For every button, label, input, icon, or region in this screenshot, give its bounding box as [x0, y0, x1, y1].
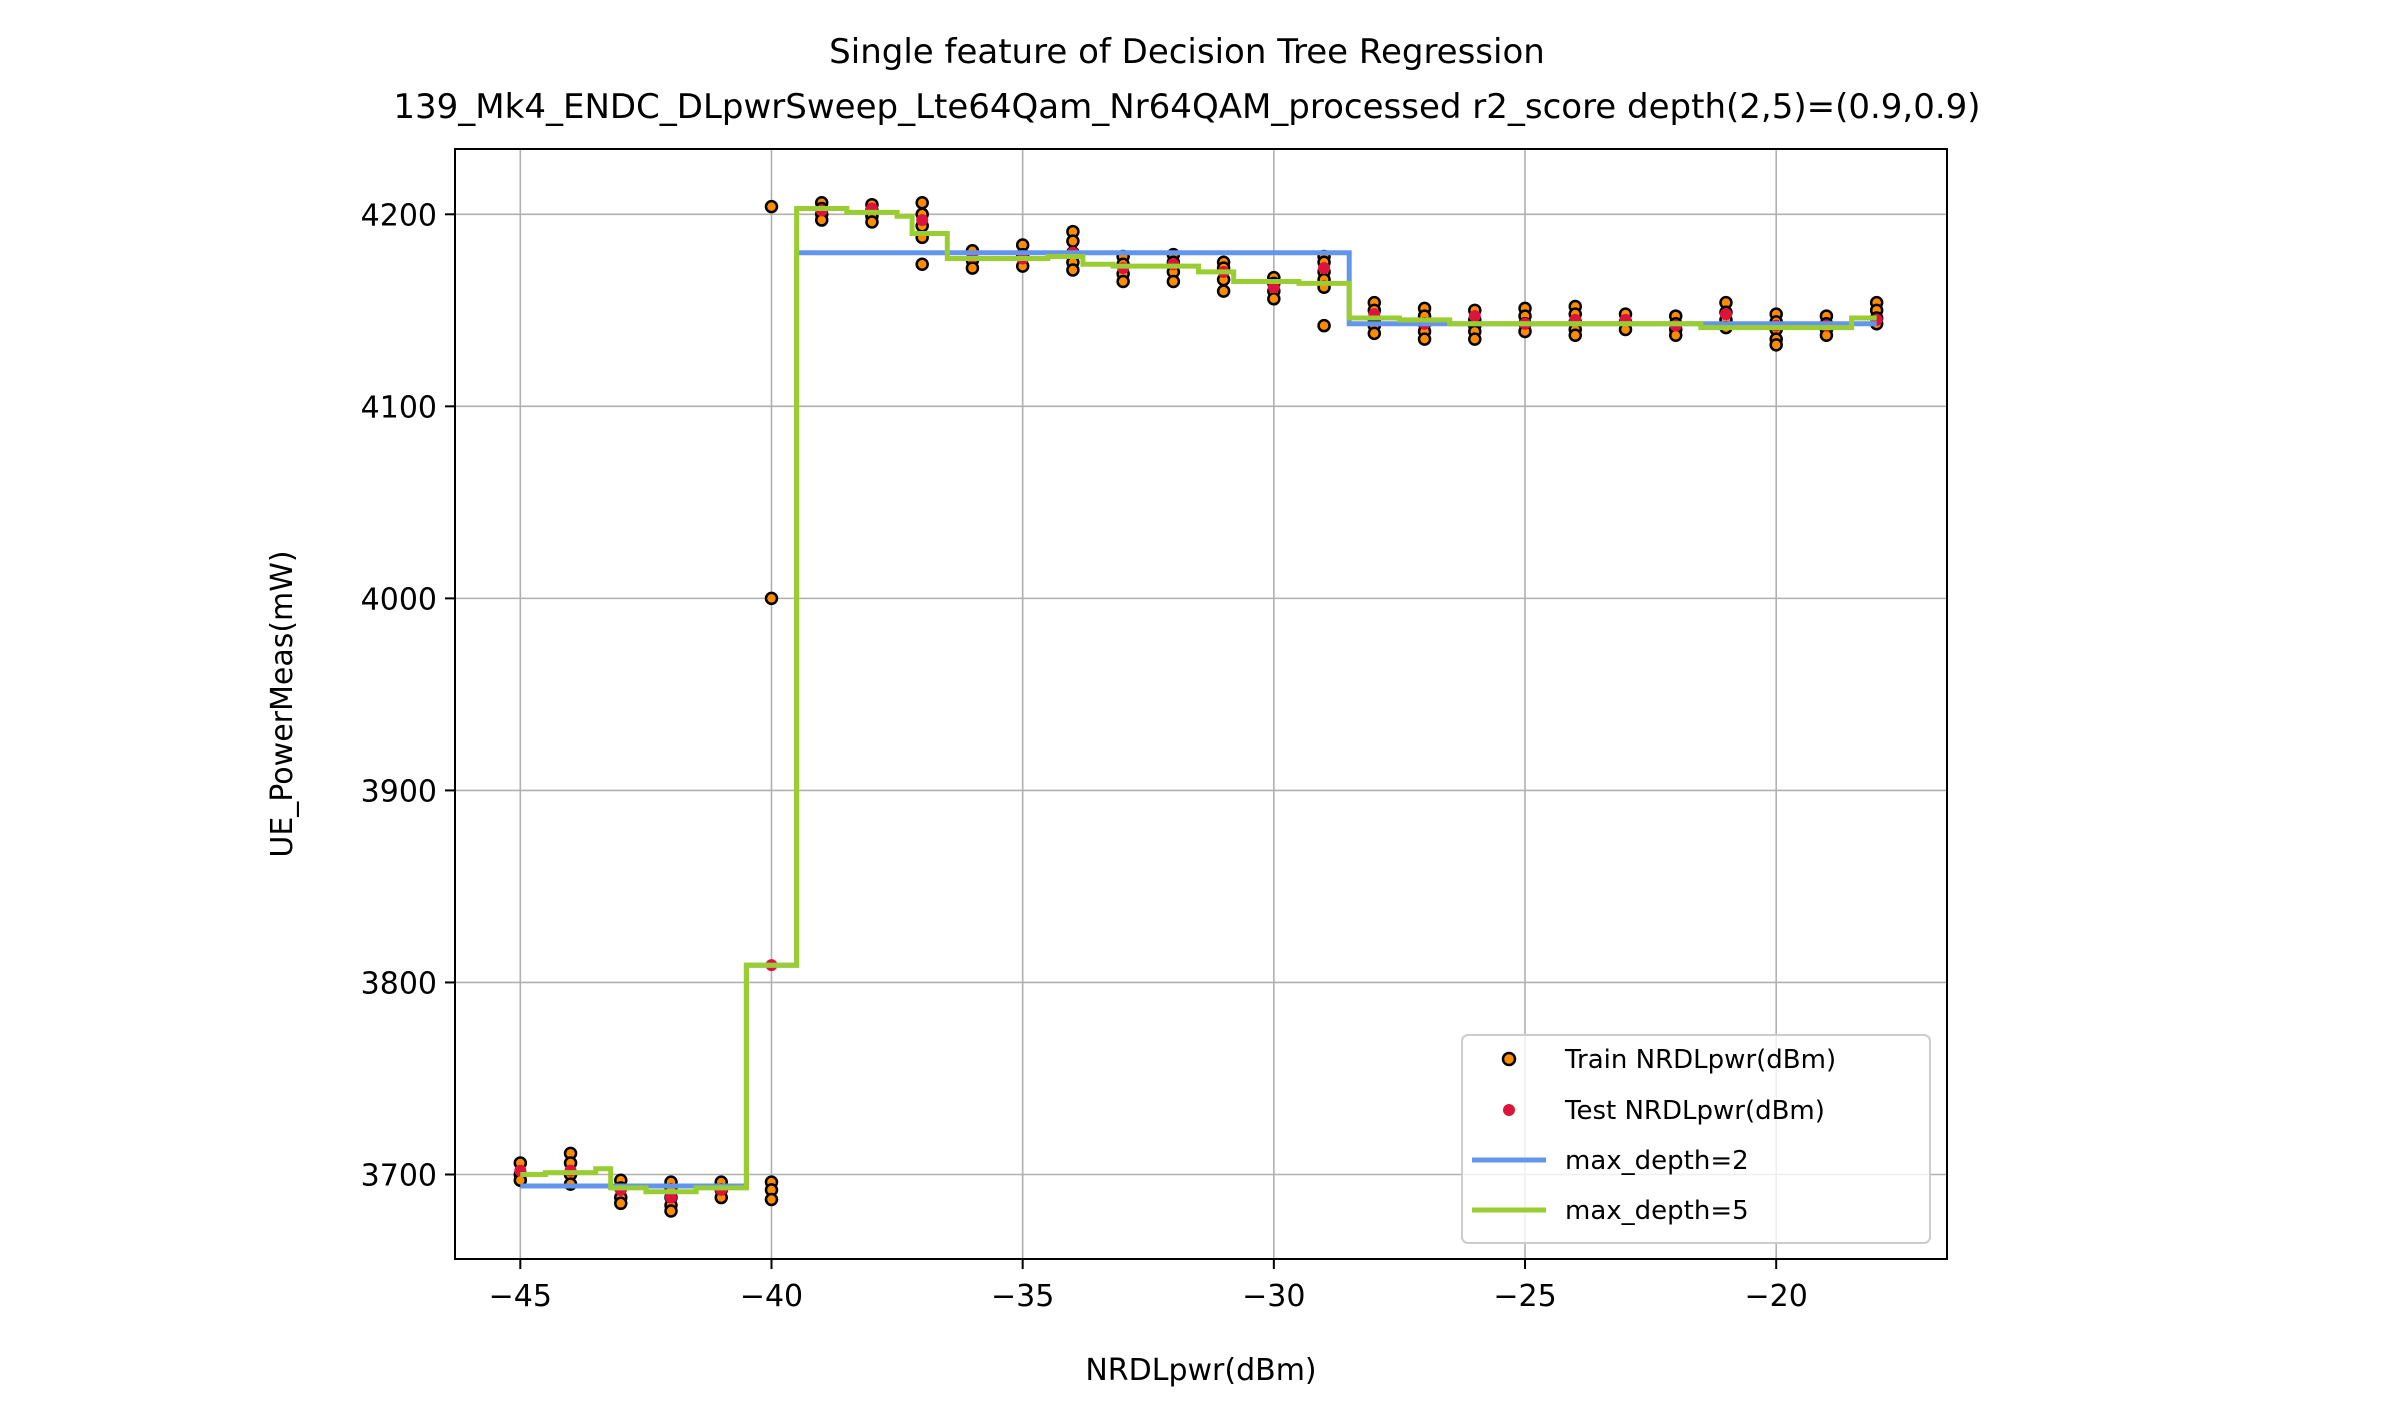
- train-point: [1317, 318, 1331, 333]
- train-point: [764, 199, 779, 214]
- train-point: [1116, 274, 1130, 289]
- x-tick-label: −35: [991, 1279, 1054, 1314]
- test-point: [1318, 262, 1331, 275]
- axes-frame: [454, 148, 1948, 1260]
- legend-marker-test: [1503, 1104, 1515, 1116]
- test-point: [1267, 281, 1280, 294]
- train-point: [1166, 274, 1181, 289]
- train-point: [1066, 234, 1080, 248]
- y-tick-label: 3700: [361, 1159, 437, 1194]
- train-point: [1769, 338, 1783, 352]
- y-axis-ticks: 3700 3800 3900 4000 4100 4200: [361, 198, 455, 1194]
- y-tick-label: 4200: [361, 198, 437, 233]
- test-point: [916, 214, 929, 227]
- train-point: [1267, 292, 1281, 306]
- legend-label-train: Train NRDLpwr(dBm): [1564, 1045, 1836, 1075]
- x-axis-label: NRDLpwr(dBm): [1085, 1353, 1316, 1388]
- train-point: [764, 1192, 779, 1207]
- train-point: [1468, 332, 1482, 346]
- chart-subtitle: 139_Mk4_ENDC_DLpwrSweep_Lte64Qam_Nr64QAM…: [393, 87, 1980, 127]
- x-tick-label: −45: [489, 1279, 552, 1314]
- chart-title: Single feature of Decision Tree Regressi…: [829, 32, 1545, 72]
- test-point: [1719, 308, 1732, 321]
- x-tick-label: −40: [740, 1279, 803, 1314]
- train-point: [1066, 263, 1080, 277]
- train-point: [915, 196, 929, 210]
- legend-marker-train: [1501, 1051, 1517, 1067]
- train-point: [1417, 332, 1432, 346]
- train-point: [764, 591, 779, 606]
- train-point: [1216, 284, 1231, 298]
- x-tick-label: −30: [1242, 1279, 1305, 1314]
- y-axis-label: UE_PowerMeas(mW): [265, 550, 300, 857]
- train-point: [965, 261, 980, 275]
- train-point: [614, 1196, 628, 1211]
- legend: Train NRDLpwr(dBm) Test NRDLpwr(dBm) max…: [1461, 1034, 1931, 1244]
- y-tick-label: 3900: [361, 774, 437, 809]
- x-axis-ticks: −45 −40 −35 −30 −25 −20: [489, 1259, 1808, 1314]
- y-tick-label: 4100: [361, 390, 437, 425]
- test-point: [1468, 310, 1481, 323]
- train-point: [1367, 326, 1382, 341]
- train-point: [915, 257, 929, 271]
- x-tick-label: −25: [1493, 1279, 1556, 1314]
- plot-area: [513, 196, 1884, 1218]
- x-tick-label: −20: [1745, 1279, 1808, 1314]
- train-point: [664, 1204, 678, 1218]
- legend-label-depth2: max_depth=2: [1565, 1146, 1749, 1176]
- legend-box: [1461, 1034, 1931, 1244]
- test-point: [665, 1191, 678, 1204]
- legend-label-test: Test NRDLpwr(dBm): [1564, 1096, 1825, 1126]
- y-tick-label: 3800: [361, 966, 437, 1001]
- train-point: [1568, 328, 1583, 343]
- legend-label-depth5: max_depth=5: [1565, 1196, 1749, 1226]
- y-tick-label: 4000: [361, 582, 437, 617]
- train-point: [865, 215, 879, 229]
- line-max-depth-5: [520, 206, 1877, 1195]
